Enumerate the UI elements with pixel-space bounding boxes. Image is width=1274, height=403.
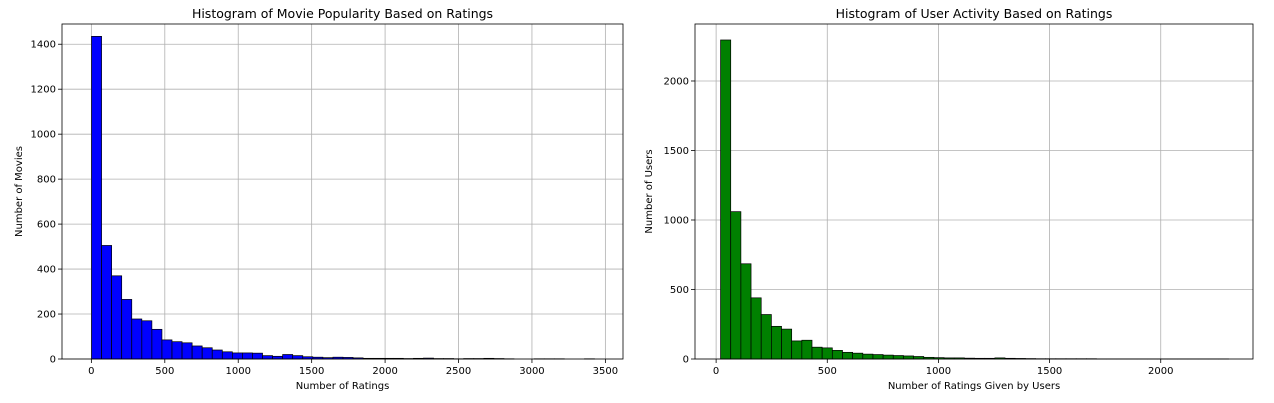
histogram-bar <box>262 355 273 360</box>
x-tick-label: 3500 <box>593 366 618 377</box>
histogram-bar <box>821 347 833 360</box>
x-tick-label: 1000 <box>226 366 251 377</box>
y-tick-label: 1400 <box>31 40 56 51</box>
y-tick-label: 600 <box>37 220 56 231</box>
y-tick-label: 1200 <box>31 85 56 96</box>
histogram-bar <box>191 345 203 360</box>
x-tick-label: 0 <box>88 366 94 377</box>
histogram-bar <box>892 355 904 360</box>
x-tick-label: 1500 <box>1037 366 1062 377</box>
movie-popularity-histogram: Histogram of Movie Popularity Based on R… <box>14 6 624 392</box>
y-tick-label: 800 <box>37 175 56 186</box>
histogram-bar <box>91 36 102 360</box>
histogram-bar <box>211 349 223 360</box>
user-activity-histogram: Histogram of User Activity Based on Rati… <box>644 6 1254 392</box>
x-tick-label: 0 <box>713 366 719 377</box>
x-tick-label: 2500 <box>446 366 471 377</box>
histogram-bar <box>903 355 914 360</box>
histogram-bar <box>161 339 173 360</box>
histogram-bar <box>831 350 843 360</box>
y-tick-label: 200 <box>37 310 56 321</box>
histogram-bar <box>181 342 193 360</box>
histogram-bar <box>252 352 263 360</box>
y-tick-label: 1000 <box>31 130 56 141</box>
chart-title: Histogram of User Activity Based on Rati… <box>836 6 1113 21</box>
x-tick-label: 3000 <box>519 366 544 377</box>
histogram-bar <box>272 355 284 360</box>
histogram-bar <box>111 275 123 360</box>
histogram-bar <box>852 352 864 360</box>
histogram-bar <box>121 299 133 360</box>
histogram-bar <box>171 341 183 360</box>
histogram-bar <box>842 351 853 360</box>
histogram-bar <box>201 347 213 360</box>
x-axis-label: Number of Ratings Given by Users <box>888 381 1060 392</box>
histogram-bar <box>131 318 143 360</box>
x-tick-label: 2000 <box>1148 366 1173 377</box>
histogram-bar <box>740 263 752 360</box>
histogram-bar <box>730 211 742 360</box>
histogram-bar <box>232 352 243 360</box>
y-axis-label: Number of Movies <box>14 146 25 237</box>
histogram-bar <box>760 314 772 360</box>
histogram-bar <box>720 39 732 360</box>
y-tick-label: 400 <box>37 265 56 276</box>
x-tick-label: 500 <box>818 366 837 377</box>
x-tick-label: 1000 <box>926 366 951 377</box>
plot-frame <box>694 23 1254 360</box>
x-tick-label: 2000 <box>372 366 397 377</box>
histogram-bar <box>882 354 894 360</box>
histogram-bar <box>791 340 803 360</box>
chart-title: Histogram of Movie Popularity Based on R… <box>192 6 493 21</box>
y-tick-label: 0 <box>50 355 56 366</box>
y-tick-label: 0 <box>683 355 689 366</box>
histogram-bar <box>872 354 884 360</box>
plot-frame <box>61 23 624 360</box>
histogram-bar <box>771 325 782 360</box>
histogram-bar <box>151 328 163 360</box>
histogram-bar <box>282 354 294 360</box>
histogram-bar <box>141 320 153 360</box>
histogram-bar <box>101 245 112 360</box>
histogram-bar <box>242 352 253 360</box>
x-tick-label: 500 <box>155 366 174 377</box>
histogram-bar <box>750 297 762 360</box>
histogram-bar <box>862 353 874 360</box>
y-axis-label: Number of Users <box>644 149 655 233</box>
y-tick-label: 1000 <box>664 215 689 226</box>
histogram-bar <box>801 339 813 360</box>
histogram-bar <box>811 346 823 360</box>
histogram-bar <box>292 355 304 360</box>
x-tick-label: 1500 <box>299 366 324 377</box>
y-tick-label: 2000 <box>664 76 689 87</box>
histogram-bar <box>781 328 793 360</box>
histogram-bar <box>221 351 233 360</box>
x-axis-label: Number of Ratings <box>296 381 390 392</box>
y-tick-label: 1500 <box>664 146 689 157</box>
y-tick-label: 500 <box>670 285 689 296</box>
